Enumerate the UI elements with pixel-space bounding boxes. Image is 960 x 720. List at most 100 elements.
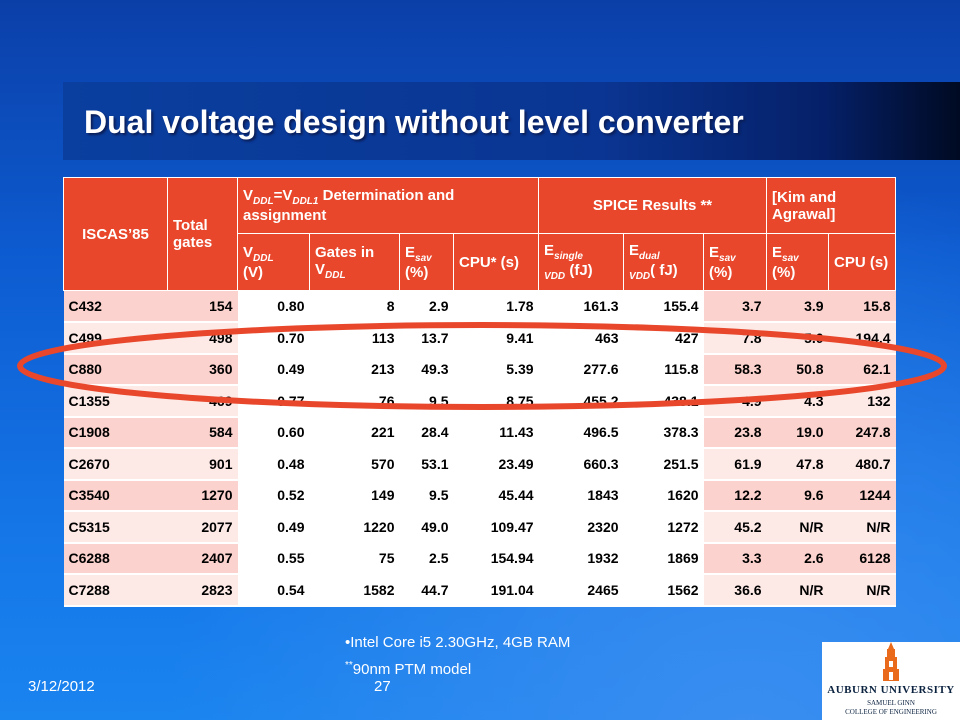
table-cell: 5.0: [766, 322, 829, 355]
table-cell: 3.9: [766, 290, 829, 323]
table-cell: 15.8: [828, 290, 896, 323]
table-cell: 0.55: [237, 542, 310, 575]
table-cell: 109.47: [453, 511, 539, 544]
table-cell: 19.0: [766, 416, 829, 449]
table-cell: 1843: [538, 479, 624, 512]
table-cell: 44.7: [399, 574, 454, 607]
table-row: C1355 469 0.77 76 9.5 8.75 455.2 438.1 4.9 4.3 132: [63, 385, 896, 418]
table-cell: 360: [167, 353, 238, 386]
table-row: C880 360 0.49 213 49.3 5.39 277.6 115.8 58.3 50.8…: [63, 353, 896, 386]
logo-university: AUBURN UNIVERSITY: [827, 684, 955, 696]
table-cell: 498: [167, 322, 238, 355]
table-cell: 2.6: [766, 542, 829, 575]
table-cell: 53.1: [399, 448, 454, 481]
table-cell: 0.48: [237, 448, 310, 481]
table-cell: 45.2: [703, 511, 767, 544]
header-kim-esav: Esav (%): [766, 233, 830, 291]
table-cell: C5315: [63, 511, 168, 544]
table-cell: 49.3: [399, 353, 454, 386]
auburn-logo: AUBURN UNIVERSITY SAMUEL GINN COLLEGE OF…: [822, 642, 960, 720]
table-cell: 61.9: [703, 448, 767, 481]
table-cell: 9.5: [399, 479, 454, 512]
footnote-ptm: **90nm PTM model: [345, 660, 472, 678]
footnote-cpu: •Intel Core i5 2.30GHz, 4GB RAM: [345, 634, 571, 651]
table-cell: N/R: [828, 574, 896, 607]
table-cell: 1220: [309, 511, 400, 544]
table-cell: 36.6: [703, 574, 767, 607]
table-cell: C6288: [63, 542, 168, 575]
slide-title: Dual voltage design without level conver…: [84, 104, 744, 140]
table-cell: 496.5: [538, 416, 624, 449]
table-cell: 62.1: [828, 353, 896, 386]
table-cell: 191.04: [453, 574, 539, 607]
table-row: C2670 901 0.48 570 53.1 23.49 660.3 251.5 61.9 47…: [63, 448, 896, 481]
table-cell: N/R: [766, 511, 829, 544]
table-cell: 23.49: [453, 448, 539, 481]
title-bar: [63, 82, 960, 160]
table-cell: 2.9: [399, 290, 454, 323]
table-cell: 1244: [828, 479, 896, 512]
table-cell: 155.4: [623, 290, 704, 323]
table-cell: C7288: [63, 574, 168, 607]
table-cell: 1620: [623, 479, 704, 512]
table-cell: 6128: [828, 542, 896, 575]
table-cell: 161.3: [538, 290, 624, 323]
table-cell: C1355: [63, 385, 168, 418]
header-esav: Esav (%): [399, 233, 454, 291]
slide-date: 3/12/2012: [28, 678, 95, 695]
table-cell: 28.4: [399, 416, 454, 449]
header-gates-in-vddl: Gates in VDDL: [309, 233, 400, 291]
header-cpu-star: CPU* (s): [452, 233, 540, 291]
table-cell: 194.4: [828, 322, 896, 355]
header-kim-cpu: CPU (s): [828, 233, 897, 291]
table-cell: 378.3: [623, 416, 704, 449]
table-cell: 1869: [623, 542, 704, 575]
header-iscas: ISCAS’85: [63, 177, 168, 291]
table-cell: 1582: [309, 574, 400, 607]
table-cell: 469: [167, 385, 238, 418]
table-cell: 2.5: [399, 542, 454, 575]
table-cell: N/R: [766, 574, 829, 607]
table-cell: 0.49: [237, 511, 310, 544]
table-cell: 132: [828, 385, 896, 418]
table-row: C432 154 0.80 8 2.9 1.78 161.3 155.4 3.7 3.9 15.8: [63, 290, 896, 323]
table-cell: 251.5: [623, 448, 704, 481]
table-cell: 463: [538, 322, 624, 355]
table-cell: 75: [309, 542, 400, 575]
table-cell: 570: [309, 448, 400, 481]
table-cell: 3.3: [703, 542, 767, 575]
header-esav-spice: Esav (%): [703, 233, 768, 291]
table-cell: 584: [167, 416, 238, 449]
table-cell: C2670: [63, 448, 168, 481]
table-cell: 13.7: [399, 322, 454, 355]
header-kim-group: [Kim and Agrawal]: [766, 177, 897, 234]
logo-line2: SAMUEL GINN: [867, 699, 915, 707]
results-table: ISCAS’85 Total gates VDDL=VDDL1 Determin…: [63, 177, 897, 607]
tower-icon: [883, 642, 899, 681]
table-cell: 8: [309, 290, 400, 323]
table-cell: 9.5: [399, 385, 454, 418]
table-cell: 113: [309, 322, 400, 355]
table-cell: 3.7: [703, 290, 767, 323]
table-cell: 2407: [167, 542, 238, 575]
table-cell: 0.54: [237, 574, 310, 607]
table-cell: 8.75: [453, 385, 539, 418]
table-cell: 660.3: [538, 448, 624, 481]
table-cell: 427: [623, 322, 704, 355]
header-total-gates: Total gates: [167, 177, 238, 291]
table-cell: C1908: [63, 416, 168, 449]
table-cell: 901: [167, 448, 238, 481]
table-cell: 1272: [623, 511, 704, 544]
table-cell: 149: [309, 479, 400, 512]
header-e-dual: Edual VDD( fJ): [623, 233, 705, 291]
table-cell: 0.70: [237, 322, 310, 355]
table-cell: 154: [167, 290, 238, 323]
slide-page-number: 27: [374, 678, 391, 695]
header-vddl-group: VDDL=VDDL1 Determination and assignment: [236, 177, 540, 234]
table-cell: 49.0: [399, 511, 454, 544]
table-cell: 0.60: [237, 416, 310, 449]
table-cell: 154.94: [453, 542, 539, 575]
header-vddl-v: VDDL (V): [237, 233, 310, 291]
table-cell: 247.8: [828, 416, 896, 449]
table-cell: 1932: [538, 542, 624, 575]
